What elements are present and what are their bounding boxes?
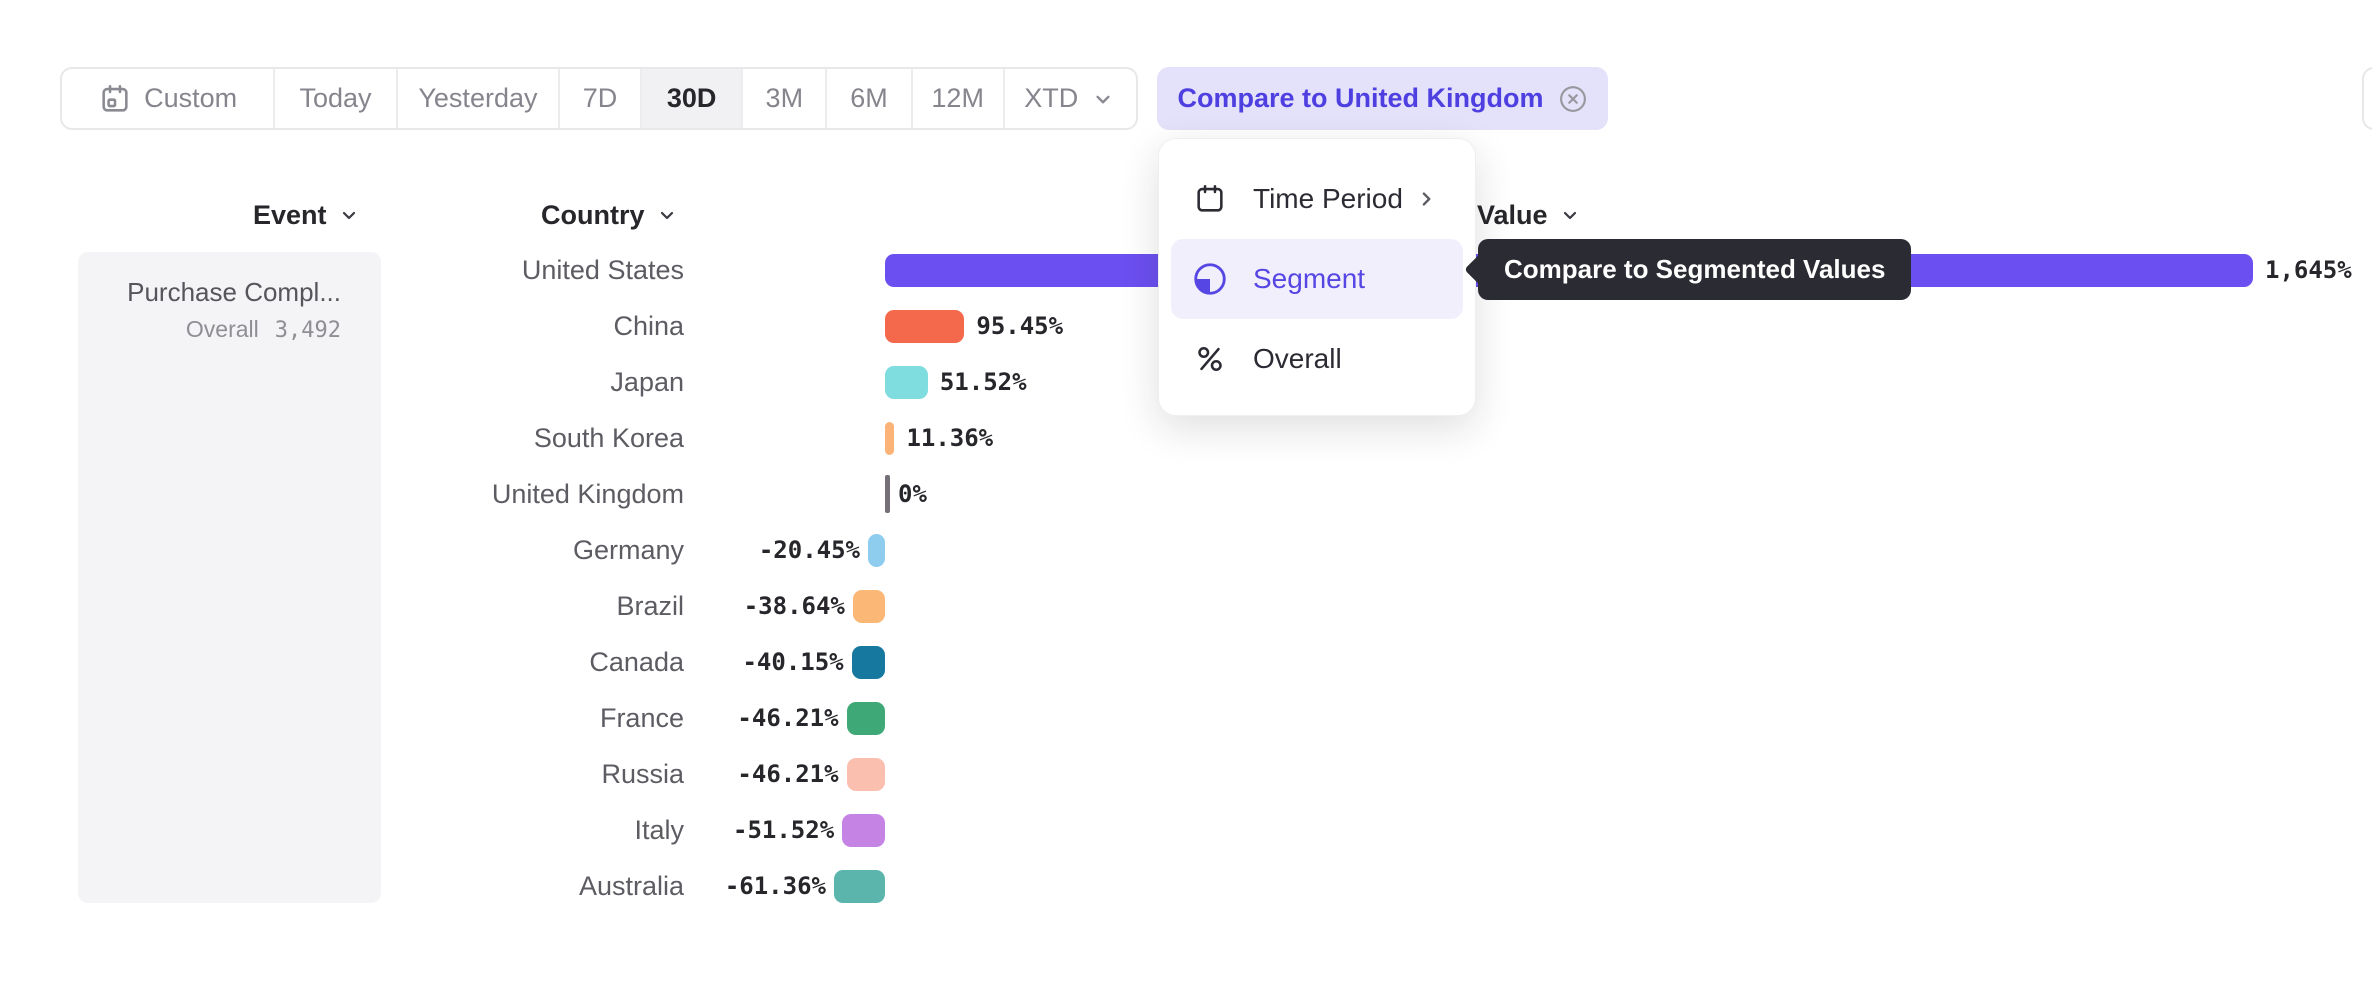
bar-canada[interactable] <box>851 646 885 679</box>
country-label: United Kingdom <box>491 479 684 509</box>
country-label: Canada <box>589 647 684 677</box>
country-label: Japan <box>610 367 684 397</box>
event-card-overall-label: Overall <box>185 316 259 342</box>
compare-button[interactable]: Compare to United Kingdom <box>1157 67 1608 130</box>
date-range-toolbar: Custom Today Yesterday 7D 30D 3M 6M 12M XTD <box>60 67 1138 130</box>
value-label: -61.36% <box>724 872 826 900</box>
value-label: 95.45% <box>976 312 1064 340</box>
chevron-down-icon <box>337 203 361 227</box>
country-label: United States <box>521 255 684 285</box>
column-header-event[interactable]: Event <box>253 198 361 232</box>
date-range-label: Today <box>299 83 372 113</box>
menu-item-label: Time Period <box>1253 183 1403 214</box>
column-header-value[interactable]: Value <box>1477 198 1582 232</box>
value-label: 51.52% <box>939 368 1027 396</box>
compare-button-label: Compare to United Kingdom <box>1177 83 1544 113</box>
country-label: Russia <box>601 759 684 789</box>
bar-japan[interactable] <box>885 366 928 399</box>
value-label: -46.21% <box>737 760 839 788</box>
chevron-down-icon <box>1558 203 1582 227</box>
event-card[interactable]: Purchase Compl... Overall 3,492 <box>78 252 381 903</box>
value-label: 0% <box>898 480 927 508</box>
menu-item-overall[interactable]: Overall <box>1171 319 1463 399</box>
calendar-icon <box>98 82 132 116</box>
bar-france[interactable] <box>846 702 885 735</box>
date-range-label: Yesterday <box>418 83 538 113</box>
bar-china[interactable] <box>885 310 965 343</box>
bar-russia[interactable] <box>846 758 885 791</box>
date-range-label: 7D <box>582 83 618 113</box>
value-label: 1,645% <box>2265 256 2352 284</box>
chevron-down-icon <box>1090 86 1116 112</box>
date-range-label: XTD <box>1024 83 1079 113</box>
remove-compare-icon[interactable] <box>1558 84 1588 114</box>
date-range-6m[interactable]: 6M <box>825 69 911 128</box>
chevron-down-icon <box>655 203 679 227</box>
date-range-7d[interactable]: 7D <box>558 69 640 128</box>
bar-italy[interactable] <box>842 814 885 847</box>
bar-brazil[interactable] <box>852 590 885 623</box>
country-label: France <box>599 703 684 733</box>
tooltip: Compare to Segmented Values <box>1464 239 1912 300</box>
date-range-30d[interactable]: 30D <box>639 69 742 128</box>
value-label: -51.52% <box>733 816 835 844</box>
segment-icon <box>1191 260 1229 298</box>
date-range-3m[interactable]: 3M <box>741 69 825 128</box>
country-label: South Korea <box>533 423 684 453</box>
country-label: Brazil <box>616 591 684 621</box>
event-card-title: Purchase Compl... <box>127 277 341 307</box>
country-label: China <box>613 311 684 341</box>
menu-item-time-period[interactable]: Time Period <box>1171 159 1463 239</box>
date-range-label: 30D <box>666 83 717 113</box>
country-label: Germany <box>572 535 684 565</box>
date-range-today[interactable]: Today <box>273 69 396 128</box>
column-header-event-label: Event <box>253 199 327 230</box>
column-header-country[interactable]: Country <box>541 198 679 232</box>
country-label: Italy <box>634 815 684 845</box>
tooltip-text: Compare to Segmented Values <box>1504 254 1886 284</box>
bar-south-korea[interactable] <box>885 422 895 455</box>
value-label: 11.36% <box>906 424 994 452</box>
partial-button-edge <box>2362 67 2372 130</box>
value-label: -20.45% <box>758 536 860 564</box>
event-card-subtitle: Overall 3,492 <box>78 314 341 346</box>
value-label: -46.21% <box>737 704 839 732</box>
chevron-right-icon <box>1413 186 1439 212</box>
date-range-12m[interactable]: 12M <box>910 69 1003 128</box>
event-card-overall-value: 3,492 <box>274 318 341 343</box>
value-label: -38.64% <box>743 592 845 620</box>
column-header-value-label: Value <box>1477 199 1548 230</box>
bar-australia[interactable] <box>833 870 885 903</box>
date-range-xtd[interactable]: XTD <box>1002 69 1137 128</box>
menu-item-label: Segment <box>1253 263 1366 294</box>
date-range-custom[interactable]: Custom <box>62 69 273 128</box>
country-label: Australia <box>578 871 684 901</box>
date-range-label: 6M <box>850 83 888 113</box>
date-range-label: Custom <box>144 83 238 113</box>
menu-item-label: Overall <box>1253 343 1342 374</box>
zero-baseline-tick <box>885 475 890 513</box>
calendar-icon <box>1191 182 1229 216</box>
date-range-label: 12M <box>931 83 984 113</box>
percent-icon <box>1191 342 1229 376</box>
column-header-country-label: Country <box>541 199 645 230</box>
date-range-label: 3M <box>765 83 804 113</box>
value-label: -40.15% <box>742 648 844 676</box>
compare-dropdown-menu: Time Period Segment Overall <box>1158 138 1476 416</box>
bar-germany[interactable] <box>867 534 885 567</box>
menu-item-segment[interactable]: Segment <box>1171 239 1463 319</box>
date-range-yesterday[interactable]: Yesterday <box>395 69 558 128</box>
